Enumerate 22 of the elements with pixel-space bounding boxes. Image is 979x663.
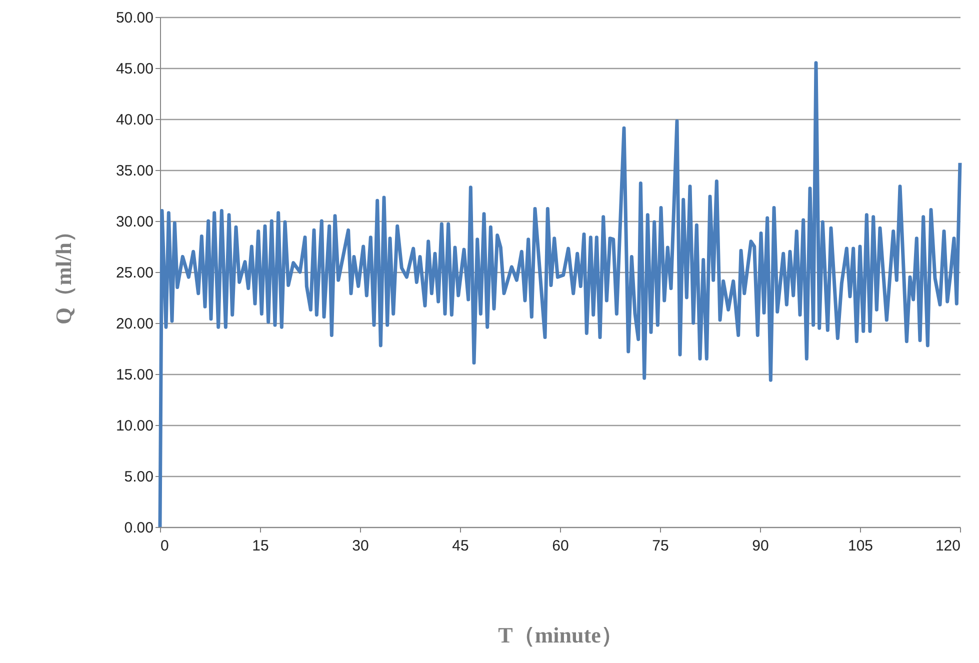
y-axis-title: Q（ml/h） xyxy=(50,220,76,324)
x-axis-title: T（minute） xyxy=(498,622,623,648)
y-tick-label: 15.00 xyxy=(116,366,154,384)
y-tick-label: 10.00 xyxy=(116,418,154,434)
x-tick-label: 45 xyxy=(452,538,469,554)
y-tick-label: 45.00 xyxy=(116,60,154,78)
y-tick-label: 5.00 xyxy=(124,468,154,486)
y-tick-label: 20.00 xyxy=(116,316,154,332)
x-tick-label: 75 xyxy=(652,538,669,554)
y-tick-label: 25.00 xyxy=(116,264,154,282)
y-tick-label: 35.00 xyxy=(116,162,154,180)
x-tick-label: 15 xyxy=(252,538,269,554)
y-tick-label: 30.00 xyxy=(116,214,154,230)
y-tick-label: 40.00 xyxy=(116,112,154,128)
x-tick-label: 30 xyxy=(352,538,369,554)
x-tick-label: 90 xyxy=(752,538,769,554)
y-tick-label: 0.00 xyxy=(124,520,154,536)
y-tick-label: 50.00 xyxy=(116,10,154,26)
x-tick-label: 105 xyxy=(848,538,874,554)
x-tick-label: 120 xyxy=(935,538,960,554)
x-tick-label: 0 xyxy=(160,538,169,554)
x-tick-label: 60 xyxy=(552,538,569,554)
